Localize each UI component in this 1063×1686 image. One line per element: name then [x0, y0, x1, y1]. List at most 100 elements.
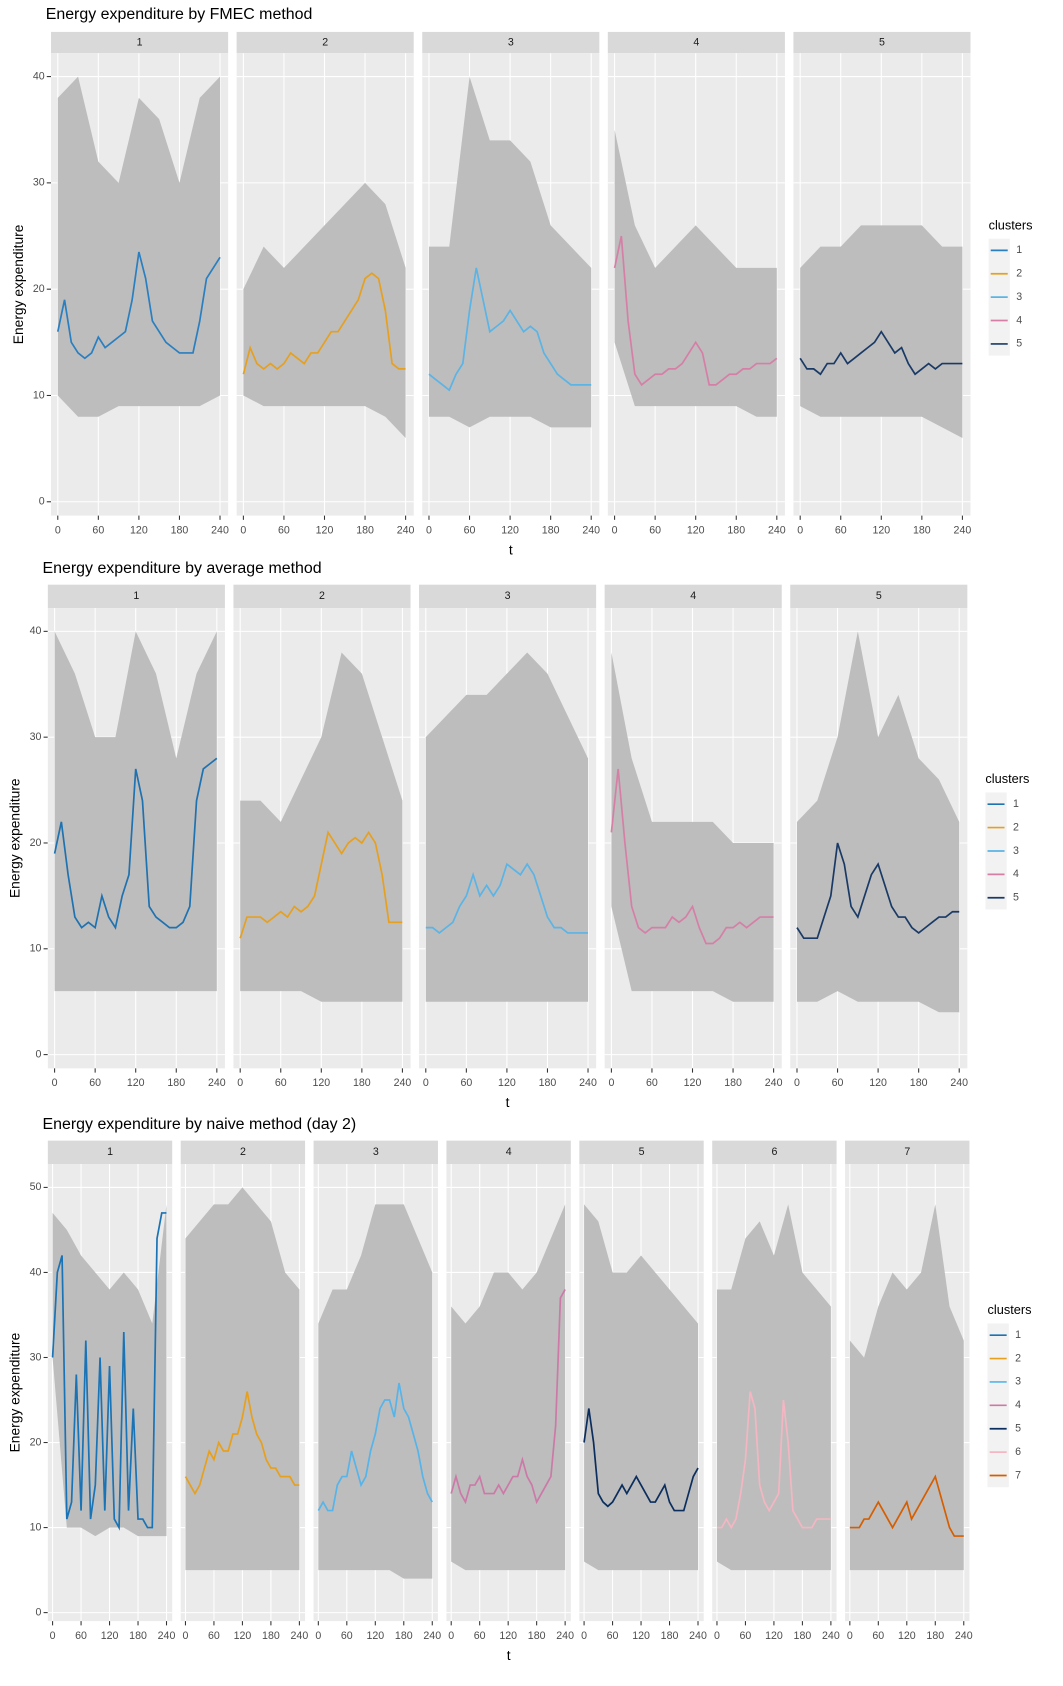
x-tick-label: 120 [501, 524, 519, 536]
legend-label: 2 [1013, 821, 1019, 833]
strip-label: 1 [107, 1146, 113, 1158]
x-tick-label: 60 [474, 1630, 486, 1642]
strip-label: 1 [137, 36, 143, 48]
x-tick-label: 0 [581, 1630, 587, 1642]
y-tick-label: 30 [33, 177, 45, 189]
x-tick-label: 120 [499, 1630, 517, 1642]
strip-label: 2 [240, 1146, 246, 1158]
x-tick-label: 0 [423, 1077, 429, 1089]
x-tick-label: 120 [687, 524, 705, 536]
x-tick-label: 180 [926, 1630, 944, 1642]
x-tick-label: 0 [847, 1630, 853, 1642]
range-band [611, 652, 774, 1002]
mean-line [716, 1391, 831, 1530]
x-tick-label: 180 [727, 524, 745, 536]
y-tick-label: 20 [30, 837, 42, 849]
strip-label: 2 [322, 36, 328, 48]
mean-line [450, 1289, 566, 1505]
range-band [796, 631, 960, 1013]
mean-line [610, 768, 774, 945]
strip-label: 4 [693, 36, 699, 48]
x-tick-label: 0 [55, 524, 61, 536]
chart-title: Energy expenditure by FMEC method [46, 6, 313, 23]
y-tick-label: 10 [30, 1521, 42, 1533]
x-tick-label: 180 [171, 524, 189, 536]
legend-label: 7 [1015, 1469, 1021, 1481]
mean-line [317, 1382, 434, 1512]
x-tick-label: 60 [872, 1630, 884, 1642]
legend-label: 3 [1013, 845, 1019, 857]
range-band [716, 1204, 831, 1571]
x-tick-label: 180 [356, 524, 374, 536]
y-tick-label: 40 [30, 625, 42, 637]
x-tick-label: 240 [765, 1077, 783, 1089]
x-tick-label: 120 [130, 524, 148, 536]
x-tick-label: 240 [822, 1630, 840, 1642]
strip [579, 1140, 704, 1165]
x-tick-label: 60 [740, 1630, 752, 1642]
range-band [185, 1187, 300, 1571]
strip-label: 5 [876, 590, 882, 602]
x-tick-label: 180 [129, 1630, 147, 1642]
y-axis-title: Energy expenditure [10, 224, 26, 344]
mean-line [425, 862, 589, 934]
x-tick-label: 120 [869, 1077, 887, 1089]
x-tick-label: 240 [394, 1077, 412, 1089]
legend-label: 4 [1015, 1399, 1021, 1411]
legend-label: 5 [1013, 892, 1019, 904]
x-tick-label: 120 [366, 1630, 384, 1642]
x-tick-label: 180 [794, 1630, 812, 1642]
y-axis-title: Energy expenditure [7, 1332, 23, 1452]
x-tick-label: 0 [608, 1077, 614, 1089]
y-tick-label: 0 [36, 1606, 42, 1618]
x-tick-label: 240 [768, 524, 786, 536]
y-tick-label: 40 [33, 70, 45, 82]
strip-label: 5 [639, 1146, 645, 1158]
strip [790, 584, 968, 609]
x-tick-label: 120 [872, 524, 890, 536]
strip [607, 31, 785, 54]
x-tick-label: 120 [127, 1077, 145, 1089]
strip [446, 1140, 571, 1165]
x-tick-label: 60 [835, 524, 847, 536]
strip-label: 4 [690, 590, 696, 602]
x-tick-label: 60 [75, 1630, 87, 1642]
range-band [614, 129, 777, 417]
strip [422, 31, 600, 54]
x-tick-label: 0 [315, 1630, 321, 1642]
strip [419, 584, 597, 609]
mean-line [428, 267, 592, 392]
y-tick-label: 20 [33, 283, 45, 295]
range-band [57, 76, 221, 417]
chart-title: Energy expenditure by naive method (day … [43, 1116, 357, 1133]
strip [47, 1140, 173, 1165]
strip [233, 584, 411, 609]
x-tick-label: 0 [426, 524, 432, 536]
legend-title: clusters [988, 1302, 1032, 1317]
strip [180, 1140, 306, 1165]
strip-label: 7 [904, 1146, 910, 1158]
mean-line [796, 842, 960, 940]
y-tick-label: 30 [30, 1351, 42, 1363]
legend-label: 2 [1015, 1352, 1021, 1364]
legend-label: 4 [1016, 314, 1022, 326]
strip-label: 4 [506, 1146, 512, 1158]
x-tick-label: 0 [183, 1630, 189, 1642]
strip [604, 584, 782, 609]
strip-label: 1 [133, 590, 139, 602]
x-tick-label: 180 [910, 1077, 928, 1089]
x-tick-label: 120 [498, 1077, 516, 1089]
x-tick-label: 60 [646, 1077, 658, 1089]
strip-label: 5 [879, 36, 885, 48]
chart-title: Energy expenditure by average method [43, 560, 322, 577]
x-tick-label: 0 [714, 1630, 720, 1642]
x-axis-title: t [509, 541, 513, 557]
x-tick-label: 120 [234, 1630, 252, 1642]
x-tick-label: 60 [278, 524, 290, 536]
mean-line [613, 235, 778, 387]
x-tick-label: 180 [353, 1077, 371, 1089]
y-tick-label: 10 [33, 389, 45, 401]
x-tick-label: 240 [423, 1630, 441, 1642]
legend-label: 4 [1013, 868, 1019, 880]
